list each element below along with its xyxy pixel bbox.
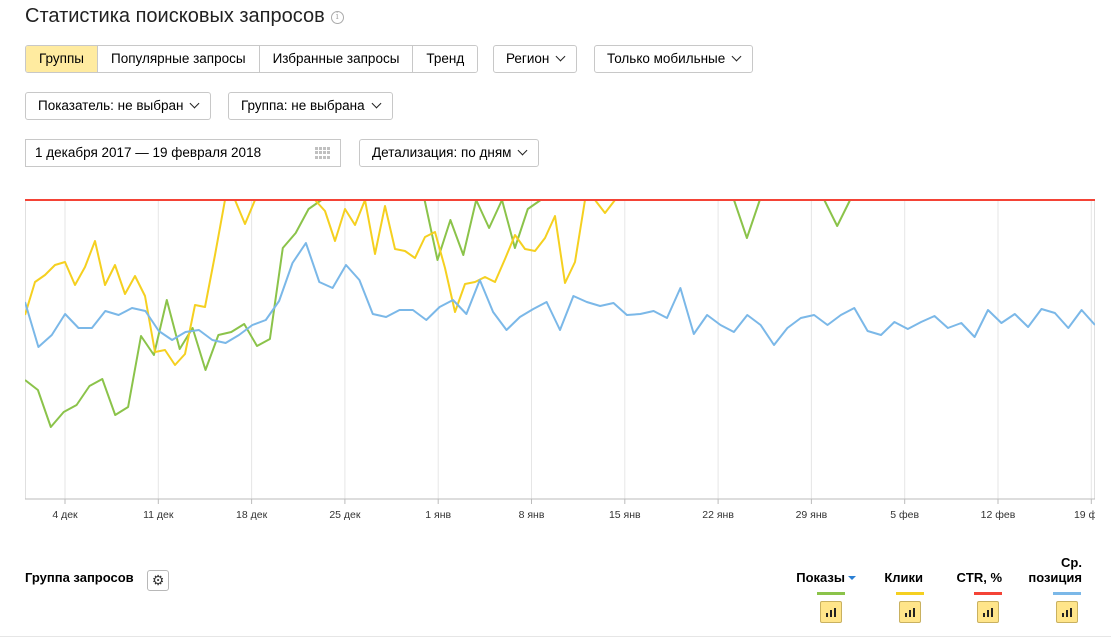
bar-chart-icon[interactable] <box>899 601 921 623</box>
info-icon[interactable]: i <box>330 11 344 24</box>
detail-dropdown[interactable]: Детализация: по дням <box>359 139 540 167</box>
x-tick-label: 4 дек <box>52 509 78 521</box>
region-dropdown[interactable]: Регион <box>493 45 578 73</box>
group-label: Группа: не выбрана <box>241 98 365 113</box>
series-line-0 <box>25 199 1095 428</box>
sort-down-icon <box>848 576 856 580</box>
divider <box>0 636 1111 637</box>
x-tick-label: 12 фев <box>981 509 1016 521</box>
bar-chart-icon[interactable] <box>820 601 842 623</box>
region-label: Регион <box>506 51 550 66</box>
series-line-3 <box>25 242 1095 348</box>
tab-groups[interactable]: Группы <box>26 46 98 72</box>
page-title: Статистика поисковых запросов i <box>25 5 344 28</box>
chevron-down-icon <box>517 145 528 156</box>
indicator-label: Показатель: не выбран <box>38 98 184 113</box>
impressions-color-line <box>817 592 845 595</box>
x-tick-label: 19 фев <box>1074 509 1095 521</box>
column-avg-position-label-2: позиция <box>1028 570 1082 585</box>
column-avg-position[interactable]: Ср. позиция <box>1028 555 1082 585</box>
x-tick-label: 1 янв <box>425 509 451 521</box>
bar-chart-icon[interactable] <box>1056 601 1078 623</box>
group-dropdown[interactable]: Группа: не выбрана <box>228 92 393 120</box>
column-clicks[interactable]: Клики <box>884 570 923 585</box>
detail-label: Детализация: по дням <box>372 145 512 160</box>
column-impressions-label: Показы <box>796 570 845 585</box>
x-tick-label: 29 янв <box>796 509 828 521</box>
ctr-color-line <box>974 592 1002 595</box>
x-tick-label: 11 дек <box>143 509 174 521</box>
chevron-down-icon <box>555 51 566 62</box>
x-tick-label: 25 дек <box>329 509 361 521</box>
column-impressions[interactable]: Показы <box>796 570 856 585</box>
column-ctr[interactable]: CTR, % <box>957 570 1003 585</box>
clicks-color-line <box>896 592 924 595</box>
column-avg-position-label-1: Ср. <box>1061 555 1082 570</box>
x-tick-label: 15 янв <box>609 509 641 521</box>
indicator-dropdown[interactable]: Показатель: не выбран <box>25 92 212 120</box>
tab-popular-queries[interactable]: Популярные запросы <box>97 46 260 72</box>
tab-favorite-queries[interactable]: Избранные запросы <box>259 46 414 72</box>
column-clicks-label: Клики <box>884 570 923 585</box>
query-group-header: Группа запросов <box>25 570 134 585</box>
device-dropdown[interactable]: Только мобильные <box>594 45 754 73</box>
chevron-down-icon <box>371 98 382 109</box>
chevron-down-icon <box>731 51 742 62</box>
x-tick-label: 5 фев <box>890 509 919 521</box>
bar-chart-icon[interactable] <box>977 601 999 623</box>
gear-icon[interactable]: ⚙ <box>147 570 169 591</box>
chevron-down-icon <box>190 98 200 109</box>
column-ctr-label: CTR, % <box>956 570 1003 585</box>
x-tick-label: 22 янв <box>702 509 734 521</box>
device-label: Только мобильные <box>607 51 726 66</box>
page-title-text: Статистика поисковых запросов <box>25 5 325 27</box>
date-range-input[interactable]: 1 декабря 2017 — 19 февраля 2018 <box>25 139 341 167</box>
tab-trend[interactable]: Тренд <box>413 46 478 72</box>
tab-bar: Группы Популярные запросы Избранные запр… <box>25 45 479 73</box>
avg-position-color-line <box>1053 592 1081 595</box>
x-tick-label: 8 янв <box>519 509 545 521</box>
x-tick-label: 18 дек <box>236 509 268 521</box>
date-range-text: 1 декабря 2017 — 19 февраля 2018 <box>35 145 262 160</box>
line-chart: 4 дек 11 дек 18 дек 25 дек 1 янв 8 янв 15 янв 2… <box>25 199 1095 521</box>
calendar-icon[interactable] <box>315 147 330 159</box>
